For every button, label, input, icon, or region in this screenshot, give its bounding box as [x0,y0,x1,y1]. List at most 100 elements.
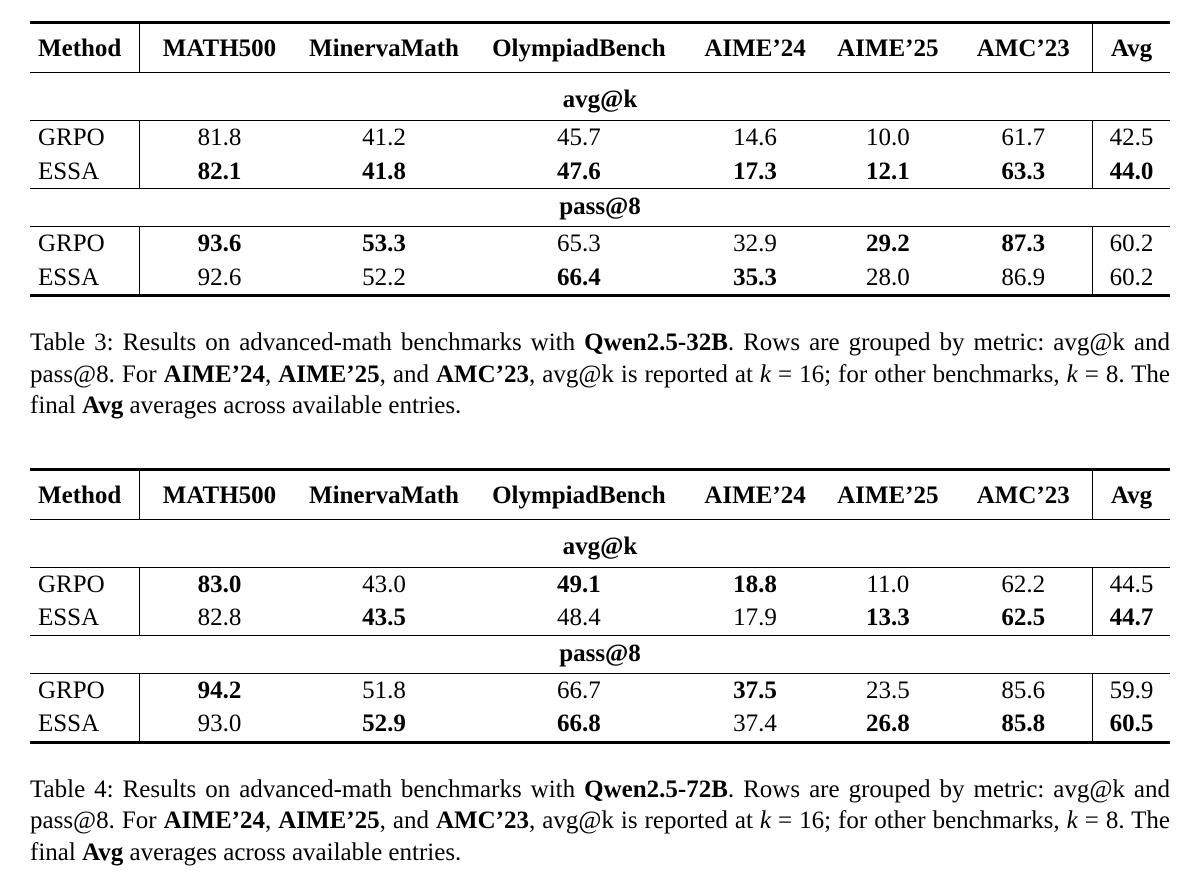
table-row: ESSA 82.8 43.5 48.4 17.9 13.3 62.5 44.7 [30,601,1170,635]
caption-segment: AMC’23 [435,807,529,834]
col-header-avg: Avg [1091,22,1170,73]
section-label: pass@8 [30,634,1170,674]
value-cell: 92.6 [138,260,300,296]
value-cell: 60.2 [1091,260,1170,296]
col-header-olympiadbench: OlympiadBench [468,22,689,73]
caption-segment: AIME’25 [278,807,380,834]
results-table-qwen2.5-72b: Method MATH500 MinervaMath OlympiadBench AIM… [30,467,1170,744]
value-cell: 44.5 [1091,567,1170,601]
caption-segment: Table 4: Results on advanced-math benchm… [30,775,585,803]
value-cell: 32.9 [733,230,777,257]
section-label-row: pass@8 [30,188,1170,227]
value-cell: 63.3 [1001,157,1046,185]
caption-segment: = 8. The final [30,807,1171,866]
caption-segment: . Rows are grouped by metric: avg@k and … [30,329,1170,388]
method-cell: ESSA [38,604,100,631]
method-cell: GRPO [38,124,105,151]
caption-segment: averages across available entries. [123,838,462,866]
value-cell: 60.5 [1091,707,1170,742]
table-header-row: Method MATH500 MinervaMath OlympiadBench AIM… [30,469,1170,520]
value-cell: 81.8 [138,120,300,155]
value-cell: 10.0 [865,124,910,151]
value-cell: 60.2 [1091,226,1170,261]
caption-segment: averages across available entries. [123,392,462,419]
caption-segment: = 8. The final [30,360,1171,420]
value-cell: 52.2 [362,263,406,291]
col-header-aime-25: AIME’25 [821,22,955,73]
table-row: ESSA 82.1 41.8 47.6 17.3 12.1 63.3 44.0 [30,154,1170,189]
value-cell: 37.4 [733,710,777,737]
value-cell: 49.1 [557,570,601,598]
caption-segment: k [1066,807,1078,834]
method-cell: ESSA [38,263,100,291]
value-cell: 62.5 [1001,604,1046,631]
caption-segment: k [759,360,771,388]
caption-segment: Avg [82,838,124,866]
value-cell: 87.3 [1001,230,1046,257]
caption-segment: Table 3: Results on advanced-math benchm… [30,329,585,356]
value-cell: 26.8 [865,710,910,737]
col-header-amc-23: AMC’23 [954,22,1093,73]
value-cell: 17.9 [733,604,777,631]
value-cell: 23.5 [865,676,910,704]
col-header-aime-24: AIME’24 [688,22,822,73]
table-row: GRPO 81.8 41.2 45.7 14.6 10.0 61.7 42.5 [30,120,1170,155]
caption-segment: , and [379,360,436,388]
caption-segment: , [264,807,279,834]
method-cell: GRPO [38,570,105,598]
value-cell: 37.5 [733,676,777,704]
value-cell: 66.8 [557,710,601,737]
caption-segment: , [264,360,279,388]
value-cell: 11.0 [866,570,910,598]
value-cell: 42.5 [1091,120,1170,155]
table-row: ESSA 92.6 52.2 66.4 35.3 28.0 86.9 60.2 [30,260,1170,296]
table3-caption: Table 3: Results on advanced-math benchm… [30,327,1170,422]
method-cell: ESSA [38,710,100,737]
table-row: GRPO 94.2 51.8 66.7 37.5 23.5 85.6 59.9 [30,673,1170,707]
value-cell: 12.1 [865,157,910,185]
caption-segment: , and [379,807,436,834]
col-header-minervamath: MinervaMath [299,469,469,520]
section-label: avg@k [30,72,1170,121]
value-cell: 53.3 [362,230,406,257]
value-cell: 28.0 [865,263,910,291]
value-cell: 62.2 [1001,570,1046,598]
caption-segment: = 16; for other benchmarks, [771,807,1067,834]
table3-block: Method MATH500 MinervaMath OlympiadBench AIM… [30,21,1170,422]
value-cell: 86.9 [1001,263,1046,291]
section-label-row: avg@k [30,518,1170,568]
value-cell: 85.8 [1001,710,1046,737]
value-cell: 43.5 [362,604,406,631]
value-cell: 52.9 [362,710,406,737]
table-row: GRPO 83.0 43.0 49.1 18.8 11.0 62.2 44.5 [30,567,1170,601]
value-cell: 44.0 [1091,154,1170,189]
value-cell: 66.4 [557,263,601,291]
value-cell: 47.6 [557,157,601,185]
col-header-avg: Avg [1091,469,1170,520]
value-cell: 14.6 [733,124,777,151]
value-cell: 94.2 [138,673,300,707]
value-cell: 93.6 [138,226,300,261]
col-header-aime-24: AIME’24 [688,469,822,520]
col-header-amc-23: AMC’23 [954,469,1093,520]
value-cell: 43.0 [362,570,406,598]
caption-segment: Qwen2.5-32B [584,329,728,356]
section-label-row: avg@k [30,72,1170,121]
section-label: pass@8 [30,188,1170,227]
method-cell: GRPO [38,676,105,704]
section-label-row: pass@8 [30,634,1170,674]
value-cell: 61.7 [1001,124,1046,151]
col-header-math500: MATH500 [138,469,300,520]
value-cell: 82.8 [138,601,300,635]
value-cell: 45.7 [557,124,601,151]
value-cell: 41.8 [362,157,406,185]
table-row: ESSA 93.0 52.9 66.8 37.4 26.8 85.8 60.5 [30,707,1170,742]
caption-segment: , avg@k is reported at [529,807,760,834]
method-cell: ESSA [38,157,100,185]
value-cell: 18.8 [733,570,777,598]
value-cell: 51.8 [362,676,406,704]
value-cell: 65.3 [557,230,601,257]
value-cell: 85.6 [1001,676,1046,704]
col-header-method: Method [30,469,140,520]
